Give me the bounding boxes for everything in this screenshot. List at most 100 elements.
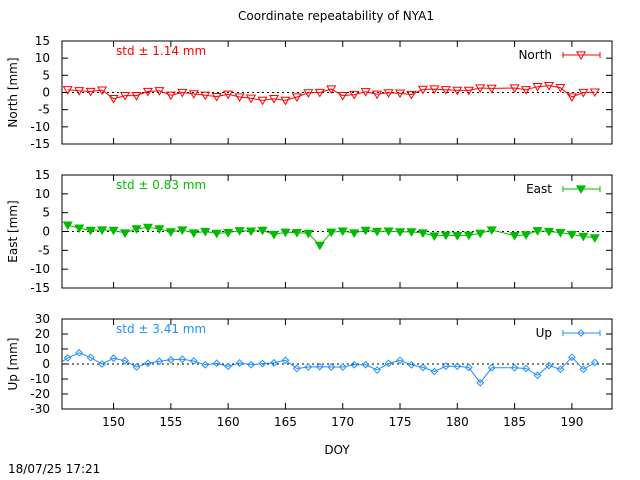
y-tick-label: -10 (30, 262, 50, 276)
data-point (165, 228, 176, 237)
x-tick-label: 180 (446, 415, 469, 429)
data-point (394, 89, 406, 99)
std-annotation: std ± 0.83 mm (116, 178, 206, 192)
data-point (486, 84, 497, 94)
data-point (383, 89, 394, 98)
data-point (532, 83, 543, 92)
data-point (578, 88, 589, 98)
data-point (270, 358, 278, 367)
data-point (326, 85, 337, 95)
data-point (166, 355, 175, 364)
data-point (178, 355, 187, 364)
data-point (543, 81, 555, 91)
data-point (234, 93, 245, 102)
data-point (121, 356, 129, 365)
data-point (337, 227, 348, 237)
y-tick-label: 0 (42, 357, 50, 371)
y-tick-label: 20 (35, 327, 50, 341)
data-point (545, 361, 553, 370)
y-tick-label: 5 (42, 68, 50, 82)
y-tick-label: 30 (35, 312, 50, 326)
data-point (86, 353, 95, 362)
data-point (464, 363, 473, 372)
y-tick-label: 10 (35, 187, 50, 201)
std-annotation: std ± 1.14 mm (116, 44, 206, 58)
data-point (257, 226, 268, 236)
data-point (74, 224, 85, 234)
y-tick-label: -15 (30, 137, 50, 151)
y-axis-label: Up [mm] (6, 338, 20, 391)
data-point (476, 378, 485, 387)
data-point (441, 362, 450, 371)
data-point (578, 232, 589, 242)
data-point (119, 229, 131, 238)
data-point (74, 87, 85, 96)
data-point (268, 95, 280, 104)
data-point (200, 91, 211, 101)
legend-label: East (526, 182, 552, 196)
y-tick-label: 15 (35, 168, 50, 182)
data-point (119, 91, 131, 101)
data-point (315, 362, 324, 371)
data-point (165, 91, 176, 101)
data-point (75, 348, 84, 357)
data-point (223, 228, 234, 238)
data-point (510, 363, 519, 372)
data-point (97, 226, 108, 235)
data-point (304, 363, 313, 371)
std-annotation: std ± 3.41 mm (116, 322, 206, 336)
data-point (280, 228, 291, 238)
data-point (62, 221, 73, 231)
data-point (337, 91, 348, 101)
data-point (509, 231, 520, 241)
data-point (373, 366, 382, 374)
chart-title: Coordinate repeatability of NYA1 (238, 9, 434, 23)
data-point (98, 360, 107, 368)
data-point (419, 363, 427, 372)
data-point (396, 356, 404, 365)
data-point (85, 87, 96, 97)
data-point (532, 227, 543, 236)
x-axis-label: DOY (324, 443, 350, 457)
data-point (338, 363, 347, 371)
data-point (326, 228, 337, 238)
data-point (567, 353, 576, 362)
data-point (556, 365, 565, 374)
x-tick-label: 190 (560, 415, 583, 429)
x-tick-label: 175 (389, 415, 412, 429)
data-point (589, 234, 600, 243)
data-point (131, 225, 142, 234)
data-point (292, 364, 301, 373)
data-point (108, 95, 119, 104)
data-point (429, 232, 440, 241)
data-point (589, 88, 600, 98)
data-point (453, 362, 462, 371)
data-point (349, 229, 360, 238)
data-point (487, 363, 496, 372)
data-point (109, 354, 118, 363)
legend-marker (575, 185, 587, 194)
data-point (108, 226, 119, 236)
x-tick-label: 165 (274, 415, 297, 429)
data-point (212, 359, 221, 368)
data-point (303, 89, 314, 98)
data-point (383, 227, 394, 237)
data-point (268, 230, 280, 240)
data-point (407, 360, 416, 369)
y-tick-label: 0 (42, 86, 50, 100)
data-point (440, 86, 451, 95)
data-point (555, 228, 566, 238)
data-point (555, 84, 566, 93)
data-point (372, 90, 383, 100)
data-point (349, 90, 360, 100)
data-point (234, 227, 245, 236)
data-point (201, 360, 210, 369)
data-point (131, 91, 142, 101)
y-axis-label: East [mm] (6, 200, 20, 262)
data-point (247, 360, 255, 369)
data-point (520, 86, 532, 95)
data-point (257, 96, 268, 106)
data-point (224, 362, 233, 371)
